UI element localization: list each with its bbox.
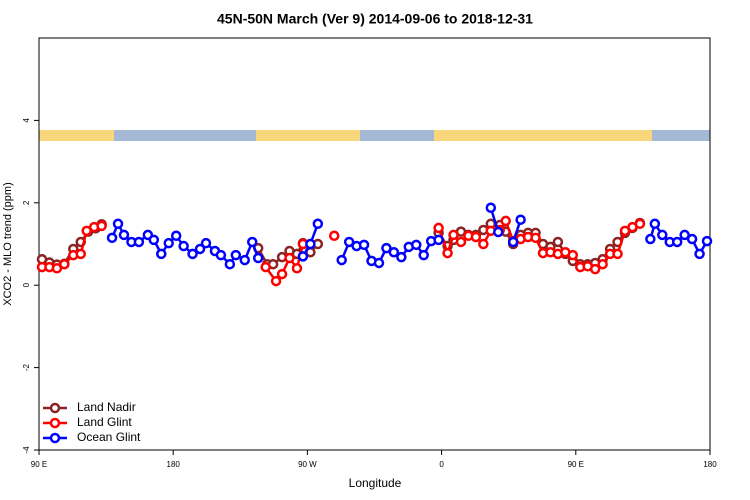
point — [478, 238, 489, 250]
point — [567, 249, 579, 261]
point — [411, 239, 422, 251]
ocean — [360, 130, 434, 141]
x-tick-label: 180 — [703, 460, 717, 469]
point — [530, 232, 541, 244]
point — [239, 254, 251, 266]
point — [312, 218, 324, 230]
land — [256, 130, 360, 141]
legend-symbol — [49, 402, 61, 414]
x-tick-label: 0 — [439, 460, 444, 469]
point — [433, 234, 444, 246]
point — [433, 222, 444, 234]
point — [118, 229, 130, 241]
point — [485, 202, 497, 213]
point — [156, 248, 167, 260]
land — [39, 130, 114, 141]
point — [597, 258, 608, 270]
point — [96, 220, 107, 232]
point — [252, 252, 264, 264]
point — [112, 218, 124, 230]
legend-label: Land Glint — [77, 415, 132, 429]
x-axis-label: Longitude — [349, 476, 402, 490]
point — [701, 235, 713, 247]
point — [493, 226, 504, 238]
point — [336, 254, 347, 266]
ocean — [114, 130, 256, 141]
point — [328, 230, 340, 242]
point — [75, 248, 87, 260]
point — [194, 243, 206, 255]
chart-title: 45N-50N March (Ver 9) 2014-09-06 to 2018… — [217, 11, 533, 27]
point — [230, 249, 242, 261]
point — [343, 236, 355, 248]
point — [291, 263, 303, 274]
legend-label: Ocean Glint — [77, 430, 141, 444]
series — [106, 202, 713, 270]
point — [657, 229, 668, 241]
land-ocean-strip — [39, 130, 710, 141]
x-tick-label: 180 — [167, 460, 181, 469]
legend-symbol — [49, 417, 61, 429]
point — [276, 268, 288, 280]
point — [163, 237, 174, 249]
point — [133, 236, 145, 248]
point — [148, 234, 160, 246]
point — [373, 257, 385, 269]
point — [187, 248, 198, 260]
x-tick-label: 90 W — [298, 460, 317, 469]
point — [500, 215, 511, 227]
point — [284, 252, 295, 264]
point — [388, 246, 400, 258]
legend-symbol — [49, 432, 61, 444]
point — [552, 236, 564, 248]
ocean — [652, 130, 710, 141]
point — [515, 214, 526, 225]
point — [418, 249, 429, 261]
point — [59, 258, 70, 270]
point — [297, 251, 309, 262]
y-tick-label: -2 — [22, 363, 31, 371]
point — [694, 248, 705, 260]
point — [645, 233, 656, 245]
point — [381, 242, 392, 254]
y-tick-label: 2 — [22, 200, 31, 205]
point — [589, 263, 601, 275]
point — [358, 239, 370, 251]
point — [396, 251, 407, 263]
point — [507, 236, 519, 248]
point — [671, 236, 683, 248]
point — [448, 229, 459, 241]
point — [178, 240, 189, 252]
point — [246, 236, 258, 248]
point — [634, 218, 646, 230]
legend-label: Land Nadir — [77, 400, 136, 414]
point — [470, 231, 482, 243]
x-tick-label: 90 E — [568, 460, 584, 469]
point — [224, 258, 236, 270]
point — [305, 238, 316, 250]
y-axis-label: XCO2 - MLO trend (ppm) — [2, 182, 14, 305]
series — [36, 215, 646, 287]
point — [170, 230, 182, 242]
y-tick-label: -4 — [22, 446, 31, 454]
point — [455, 236, 467, 248]
point — [679, 229, 690, 241]
point — [260, 261, 271, 273]
y-tick-label: 0 — [22, 282, 31, 287]
y-tick-label: 4 — [22, 118, 31, 123]
point — [106, 232, 118, 244]
point — [612, 248, 623, 260]
land — [434, 130, 652, 141]
point — [686, 233, 698, 245]
point — [270, 275, 282, 287]
point — [200, 237, 212, 249]
point — [51, 263, 63, 274]
point — [442, 247, 453, 259]
point — [215, 249, 227, 261]
point — [649, 218, 661, 230]
x-tick-label: 90 E — [31, 460, 47, 469]
